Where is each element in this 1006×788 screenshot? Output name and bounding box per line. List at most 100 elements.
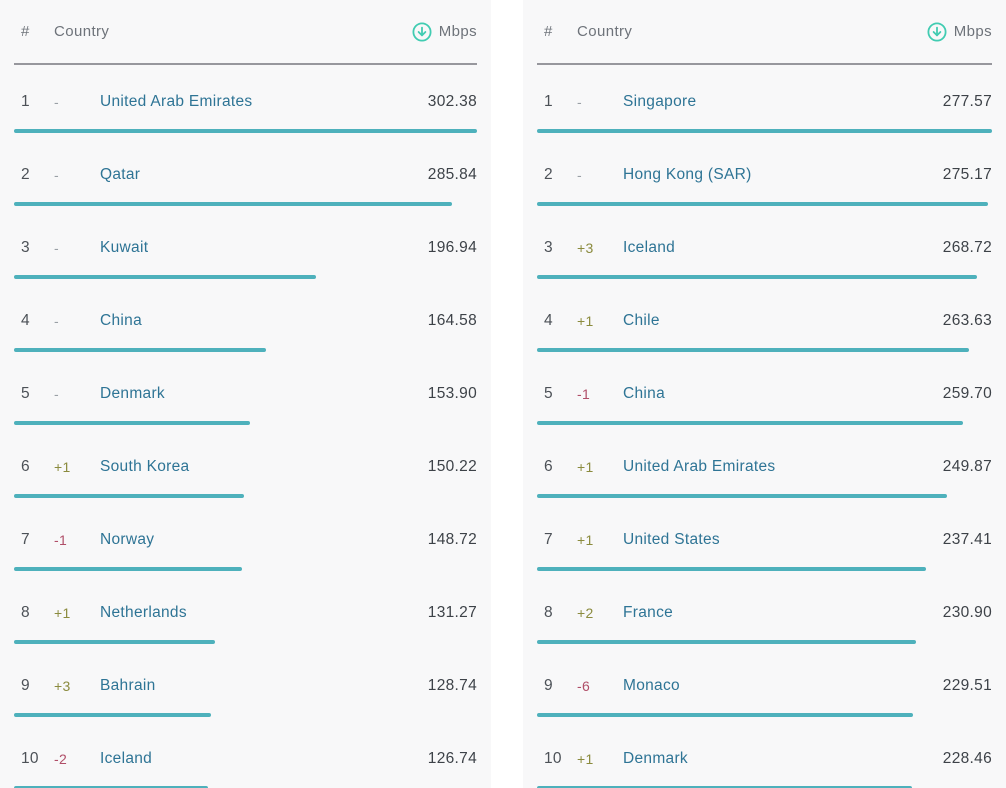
rank-cell: 1 xyxy=(21,92,30,110)
rank-cell: 10 xyxy=(21,749,39,767)
speed-value-cell: 126.74 xyxy=(427,749,477,767)
table-row: 2 - Qatar 285.84 xyxy=(14,138,477,211)
country-link[interactable]: Norway xyxy=(100,530,155,548)
rank-change-cell: - xyxy=(577,93,582,110)
country-link[interactable]: Denmark xyxy=(100,384,165,402)
country-column-header: Country xyxy=(54,23,110,40)
speed-value-cell: 131.27 xyxy=(427,603,477,621)
speed-bar xyxy=(537,713,914,717)
table-row: 4 - China 164.58 xyxy=(14,284,477,357)
speed-value-cell: 285.84 xyxy=(427,165,477,183)
rank-change-cell: -1 xyxy=(54,531,68,548)
rank-change-cell: - xyxy=(54,166,59,183)
table-row: 7 -1 Norway 148.72 xyxy=(14,503,477,576)
rank-column-header: # xyxy=(21,23,30,40)
speed-value-cell: 268.72 xyxy=(942,238,992,256)
speed-value-cell: 228.46 xyxy=(942,749,992,767)
speed-value-cell: 196.94 xyxy=(427,238,477,256)
speed-bar xyxy=(537,202,989,206)
speed-bar xyxy=(14,275,316,279)
download-circle-icon xyxy=(927,21,947,42)
rank-change-cell: +1 xyxy=(577,531,594,548)
country-link[interactable]: Singapore xyxy=(623,92,697,110)
speed-bar xyxy=(14,640,215,644)
speed-value-cell: 230.90 xyxy=(942,603,992,621)
rank-column-header: # xyxy=(544,23,553,40)
rank-change-cell: -2 xyxy=(54,750,68,767)
speed-bar xyxy=(537,129,992,133)
country-link[interactable]: Denmark xyxy=(623,749,688,767)
table-row: 3 +3 Iceland 268.72 xyxy=(537,211,992,284)
country-link[interactable]: United Arab Emirates xyxy=(623,457,776,475)
table-row: 8 +1 Netherlands 131.27 xyxy=(14,576,477,649)
country-link[interactable]: Bahrain xyxy=(100,676,156,694)
speed-value-cell: 263.63 xyxy=(942,311,992,329)
speed-value-cell: 302.38 xyxy=(427,92,477,110)
table-row: 3 - Kuwait 196.94 xyxy=(14,211,477,284)
country-link[interactable]: Iceland xyxy=(623,238,676,256)
rank-cell: 5 xyxy=(544,384,553,402)
mbps-label: Mbps xyxy=(953,23,992,40)
table-row: 9 -6 Monaco 229.51 xyxy=(537,649,992,722)
table-body: 1 - Singapore 277.57 2 - Hong Kong (SAR) 275.17… xyxy=(537,65,992,788)
country-column-header: Country xyxy=(577,23,633,40)
speed-bar xyxy=(537,786,912,788)
table-header: # Country Mbps xyxy=(14,0,477,65)
rank-cell: 2 xyxy=(544,165,553,183)
rank-cell: 6 xyxy=(544,457,553,475)
rank-cell: 9 xyxy=(21,676,30,694)
rank-change-cell: - xyxy=(54,93,59,110)
country-link[interactable]: Hong Kong (SAR) xyxy=(623,165,752,183)
rank-change-cell: +1 xyxy=(577,750,594,767)
table-row: 5 -1 China 259.70 xyxy=(537,357,992,430)
table-row: 4 +1 Chile 263.63 xyxy=(537,284,992,357)
rank-change-cell: -1 xyxy=(577,385,591,402)
speed-value-cell: 153.90 xyxy=(427,384,477,402)
table-row: 8 +2 France 230.90 xyxy=(537,576,992,649)
country-link[interactable]: Monaco xyxy=(623,676,680,694)
table-row: 7 +1 United States 237.41 xyxy=(537,503,992,576)
table-body: 1 - United Arab Emirates 302.38 2 - Qatar 285.8… xyxy=(14,65,477,788)
country-link[interactable]: China xyxy=(100,311,142,329)
rank-change-cell: - xyxy=(54,385,59,402)
speed-bar xyxy=(537,494,947,498)
speed-bar xyxy=(14,786,209,788)
country-link[interactable]: United Arab Emirates xyxy=(100,92,253,110)
speed-bar xyxy=(14,421,250,425)
mbps-sort-header[interactable]: Mbps xyxy=(411,21,477,43)
country-link[interactable]: France xyxy=(623,603,674,621)
country-link[interactable]: Kuwait xyxy=(100,238,149,256)
table-row: 2 - Hong Kong (SAR) 275.17 xyxy=(537,138,992,211)
rank-cell: 1 xyxy=(544,92,553,110)
mbps-sort-header[interactable]: Mbps xyxy=(926,21,992,43)
country-link[interactable]: Netherlands xyxy=(100,603,187,621)
speed-value-cell: 128.74 xyxy=(427,676,477,694)
mbps-label: Mbps xyxy=(438,23,477,40)
speed-bar xyxy=(14,129,477,133)
speed-bar xyxy=(14,494,245,498)
rank-cell: 9 xyxy=(544,676,553,694)
rank-change-cell: +1 xyxy=(577,312,594,329)
rank-cell: 7 xyxy=(21,530,30,548)
rank-cell: 8 xyxy=(544,603,553,621)
country-link[interactable]: Qatar xyxy=(100,165,141,183)
rank-change-cell: - xyxy=(54,312,59,329)
country-link[interactable]: Chile xyxy=(623,311,660,329)
country-link[interactable]: South Korea xyxy=(100,457,190,475)
country-link[interactable]: Iceland xyxy=(100,749,153,767)
country-link[interactable]: China xyxy=(623,384,665,402)
speed-bar xyxy=(14,348,266,352)
speed-value-cell: 249.87 xyxy=(942,457,992,475)
speed-bar xyxy=(537,567,927,571)
rank-change-cell: - xyxy=(54,239,59,256)
rank-cell: 8 xyxy=(21,603,30,621)
rank-cell: 10 xyxy=(544,749,562,767)
speed-value-cell: 229.51 xyxy=(942,676,992,694)
speed-bar xyxy=(14,567,242,571)
speed-value-cell: 148.72 xyxy=(427,530,477,548)
country-link[interactable]: United States xyxy=(623,530,720,548)
rank-cell: 3 xyxy=(544,238,553,256)
speed-value-cell: 164.58 xyxy=(427,311,477,329)
ranking-table-left: # Country Mbps 1 - United Arab Emirates 302… xyxy=(0,0,491,788)
